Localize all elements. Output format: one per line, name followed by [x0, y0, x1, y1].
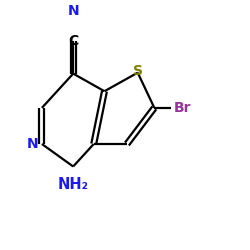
Text: C: C	[68, 34, 78, 48]
Text: S: S	[133, 64, 143, 78]
Text: NH₂: NH₂	[58, 177, 89, 192]
Text: N: N	[26, 137, 38, 151]
Text: Br: Br	[174, 101, 192, 115]
Text: N: N	[68, 4, 79, 18]
